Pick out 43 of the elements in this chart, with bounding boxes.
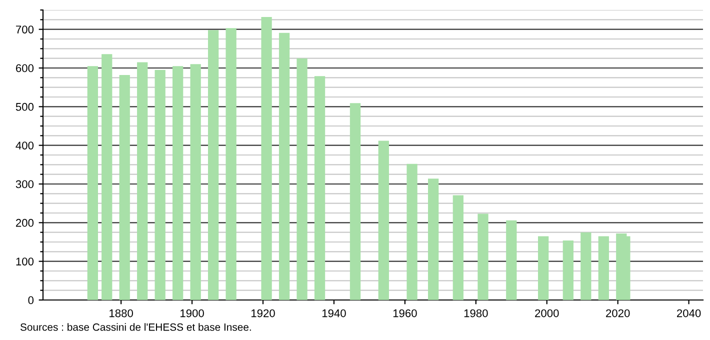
bar [119,74,130,300]
x-tick-label: 2000 [535,309,559,318]
x-tick-label: 2040 [677,309,701,318]
bar [538,236,549,300]
bar [478,214,488,300]
bar [406,164,418,300]
bar [261,16,272,300]
bar [428,178,439,300]
y-tick-label: 600 [16,64,34,72]
bar [172,66,184,300]
y-tick-label: 0 [28,296,34,304]
bar [87,66,98,300]
x-tick-label: 2020 [606,309,630,318]
y-tick-label: 200 [16,218,34,227]
bar [226,28,236,300]
x-tick-label: 1980 [464,309,488,318]
bar [598,236,609,300]
bar [506,220,517,300]
y-tick-label: 500 [16,102,34,111]
y-tick-label: 400 [16,142,34,150]
y-tick-label: 100 [16,258,34,266]
source-note: Sources : base Cassini de l'EHESS et base Insee. [20,323,251,331]
x-tick-label: 1880 [110,309,133,318]
bar [190,64,201,300]
bar [102,54,112,300]
bar [296,58,308,300]
bar [452,195,464,300]
x-tick-label: 1940 [322,309,346,318]
x-tick-label: 1920 [251,309,275,318]
bar [562,240,574,300]
x-tick-label: 1900 [180,309,204,318]
bar [350,103,361,300]
bar [378,140,389,300]
bar [314,76,326,300]
y-tick-label: 300 [16,180,34,188]
bar [616,233,627,300]
bar [208,30,219,300]
bar [137,62,148,300]
x-tick-label: 1960 [393,309,417,318]
bar [580,232,592,300]
y-tick-label: 700 [16,26,34,34]
bar [278,32,290,300]
bar [154,70,166,300]
